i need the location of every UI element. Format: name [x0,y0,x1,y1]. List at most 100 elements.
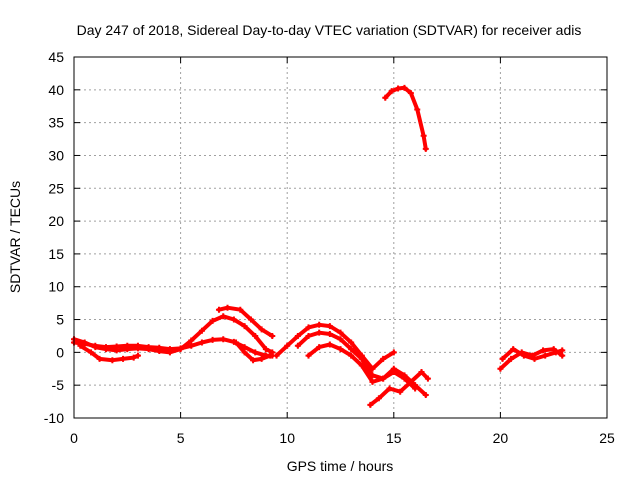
x-axis-title: GPS time / hours [287,458,394,474]
data-point [531,355,538,362]
data-point [230,316,237,323]
data-point [166,349,173,356]
y-tick-label: -5 [52,377,65,393]
axis-ticks [73,56,608,419]
data-point [120,355,127,362]
tick-labels: -10 -5 0 5 10 15 20 25 30 35 40 45 0 5 10 15 20 25 [44,49,615,446]
data-point [134,345,141,352]
data-point [305,324,312,331]
data-point [77,342,84,349]
data-point [156,348,163,355]
data-point [418,369,425,376]
data-point [188,337,195,344]
data-point [130,354,137,361]
data-point [209,336,216,343]
data-point [375,395,382,402]
data-point [134,352,141,359]
data-point [305,332,312,339]
data-point [92,344,99,351]
data-point [401,372,408,379]
data-point [510,346,517,353]
data-point [241,323,248,330]
data-point [337,336,344,343]
y-tick-label: 45 [48,49,64,65]
data-point [88,349,95,356]
data-point [220,336,227,343]
data-point [188,342,195,349]
data-point [252,332,259,339]
data-point [326,330,333,337]
data-series [71,84,566,408]
plot-frame [73,56,608,419]
data-point [499,355,506,362]
data-point [113,347,120,354]
data-point [215,306,222,313]
data-point [241,349,248,356]
data-point [81,339,88,346]
data-point [397,388,404,395]
x-tick-label: 10 [279,430,295,446]
data-point [269,332,276,339]
data-point [508,355,515,362]
data-point [316,321,323,328]
data-point [224,304,231,311]
data-point [233,339,240,346]
data-point [209,317,216,324]
data-point [267,352,274,359]
data-point [284,342,291,349]
data-point [401,84,408,91]
data-point [305,352,312,359]
x-tick-label: 25 [599,430,615,446]
data-point [124,346,131,353]
x-tick-label: 15 [386,430,402,446]
data-point [367,401,374,408]
data-point [177,346,184,353]
data-point [316,329,323,336]
data-point [316,344,323,351]
data-point [237,306,244,313]
data-point [348,352,355,359]
data-point [258,355,265,362]
data-point [386,385,393,392]
data-point [337,329,344,336]
series-line-arc-10 [383,85,428,151]
y-tick-label: 25 [48,180,64,196]
y-tick-label: 40 [48,82,64,98]
data-point [358,355,365,362]
series-line-arc-4 [217,305,275,338]
data-point [258,326,265,333]
data-point [552,349,559,356]
data-point [198,339,205,346]
y-tick-label: 30 [48,147,64,163]
data-point [348,339,355,346]
data-point [420,132,427,139]
data-point [198,327,205,334]
data-point [145,346,152,353]
data-point [414,106,421,113]
data-point [390,349,397,356]
data-point [294,342,301,349]
data-point [220,313,227,320]
data-point [497,365,504,372]
y-tick-label: 15 [48,246,64,262]
x-tick-label: 0 [70,430,78,446]
data-point [348,346,355,353]
x-tick-label: 5 [177,430,185,446]
series-line-arc-6 [274,322,396,371]
data-point [559,352,566,359]
data-point [358,362,365,369]
data-point [412,382,419,389]
data-point [252,349,259,356]
data-point [424,375,431,382]
y-tick-label: 0 [56,344,64,360]
x-tick-label: 20 [493,430,509,446]
data-point [380,355,387,362]
data-point [542,352,549,359]
data-point [96,355,103,362]
data-point [269,349,276,356]
data-point [326,341,333,348]
data-point [294,332,301,339]
data-point [407,90,414,97]
chart-title: Day 247 of 2018, Sidereal Day-to-day VTE… [77,22,582,38]
